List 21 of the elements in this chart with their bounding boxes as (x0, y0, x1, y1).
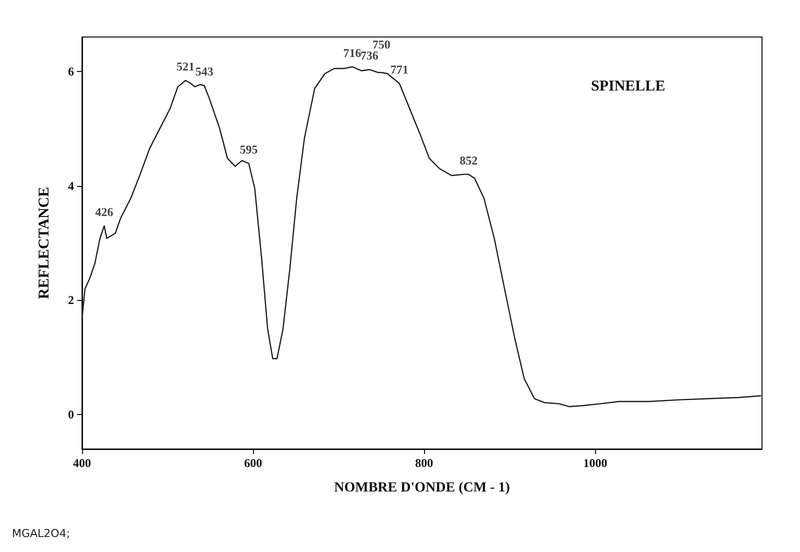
text: SPINELLE (591, 78, 666, 94)
annotation: 543 (195, 64, 214, 79)
annotation: 852 (460, 153, 478, 168)
x-axis-title: NOMBRE D'ONDE (CM - 1) (334, 480, 510, 496)
text: MGAL2O4; (12, 527, 70, 540)
annotation: 716 (343, 46, 362, 60)
y-tick-label: 0 (68, 408, 74, 422)
y-tick-label: 2 (68, 293, 74, 308)
y-tick-label: 6 (68, 64, 74, 78)
annotation: 595 (240, 142, 258, 156)
annotation: 426 (95, 204, 114, 219)
annotation: 736 (360, 48, 378, 63)
annotation: 750 (372, 37, 390, 52)
annotation: 521 (176, 59, 194, 74)
x-tick-label: 800 (415, 456, 434, 470)
x-tick-label: 1000 (583, 456, 608, 470)
x-tick-label: 600 (244, 456, 262, 470)
x-tick-label: 400 (73, 456, 91, 470)
y-axis-title: REFLECTANCE (36, 186, 52, 300)
annotation: 771 (390, 62, 408, 76)
y-tick-label: 4 (68, 178, 74, 193)
